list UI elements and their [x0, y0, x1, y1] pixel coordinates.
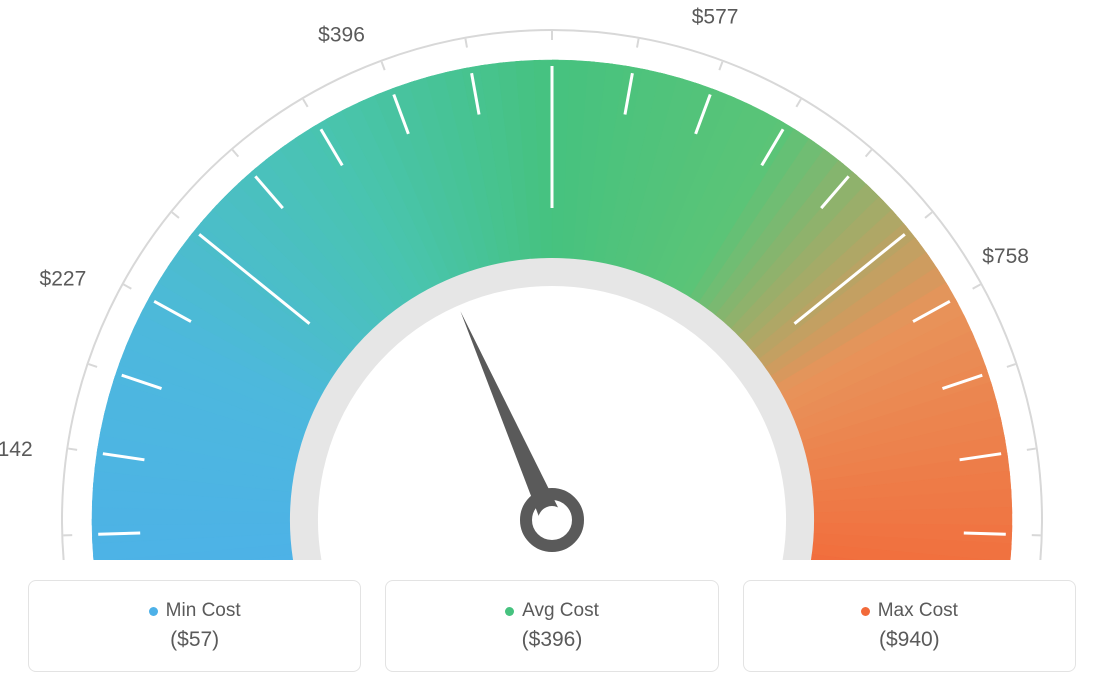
- tick-label: $758: [982, 245, 1029, 268]
- gauge-chart: $57$142$227$396$577$758$940: [0, 0, 1104, 560]
- max-cost-label: Max Cost: [878, 600, 958, 622]
- max-cost-card: Max Cost ($940): [743, 580, 1076, 672]
- min-cost-value: ($57): [170, 628, 219, 652]
- min-cost-card: Min Cost ($57): [28, 580, 361, 672]
- avg-cost-value: ($396): [522, 628, 583, 652]
- legend-row: Min Cost ($57) Avg Cost ($396) Max Cost …: [0, 580, 1104, 690]
- min-cost-title: Min Cost: [149, 600, 241, 622]
- avg-cost-card: Avg Cost ($396): [385, 580, 718, 672]
- tick-label: $227: [40, 267, 87, 290]
- avg-cost-title: Avg Cost: [505, 600, 599, 622]
- max-cost-title: Max Cost: [861, 600, 958, 622]
- tick-label: $142: [0, 438, 33, 461]
- max-dot-icon: [861, 607, 870, 616]
- min-cost-label: Min Cost: [166, 600, 241, 622]
- min-dot-icon: [149, 607, 158, 616]
- tick-label: $577: [692, 6, 739, 29]
- tick-label: $396: [318, 24, 365, 47]
- gauge-hub-hole: [538, 506, 566, 534]
- avg-cost-label: Avg Cost: [522, 600, 599, 622]
- max-cost-value: ($940): [879, 628, 940, 652]
- avg-dot-icon: [505, 607, 514, 616]
- gauge-svg: $57$142$227$396$577$758$940: [0, 0, 1104, 560]
